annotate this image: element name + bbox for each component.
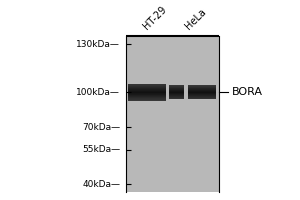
Bar [169, 85, 184, 86]
Bar [169, 95, 184, 96]
Text: 70kDa—: 70kDa— [82, 123, 120, 132]
Bar [188, 94, 216, 95]
Bar [188, 95, 216, 96]
Bar [128, 85, 167, 86]
Bar [169, 94, 184, 95]
Bar [128, 89, 167, 90]
Bar [126, 36, 219, 192]
Text: 55kDa—: 55kDa— [82, 145, 120, 154]
Bar [169, 88, 184, 89]
Bar [128, 90, 167, 91]
Bar [188, 87, 216, 88]
Bar [169, 95, 184, 96]
Bar [188, 86, 216, 87]
Bar [128, 88, 167, 89]
Bar [188, 96, 216, 97]
Text: 40kDa—: 40kDa— [82, 180, 120, 189]
Bar [169, 91, 184, 92]
Bar [128, 96, 167, 97]
Bar [188, 97, 216, 98]
Bar [128, 92, 167, 93]
Bar [169, 98, 184, 99]
Bar [188, 95, 216, 96]
Bar [188, 93, 216, 94]
Bar [188, 98, 216, 99]
Bar [188, 87, 216, 88]
Bar [169, 93, 184, 94]
Text: HT-29: HT-29 [141, 4, 169, 31]
Bar [169, 86, 184, 87]
Bar [128, 94, 167, 95]
Bar [188, 85, 216, 86]
Bar [169, 87, 184, 88]
Bar [188, 97, 216, 98]
Bar [128, 95, 167, 96]
Bar [169, 89, 184, 90]
Bar [128, 87, 167, 88]
Text: 130kDa—: 130kDa— [76, 40, 120, 49]
Bar [188, 86, 216, 87]
Bar [188, 92, 216, 93]
Text: HeLa: HeLa [183, 7, 208, 31]
Bar [128, 99, 167, 100]
Bar [128, 98, 167, 99]
Bar [169, 96, 184, 97]
Bar [128, 94, 167, 95]
Bar [169, 96, 184, 97]
Bar [169, 86, 184, 87]
Bar [169, 90, 184, 91]
Bar [169, 97, 184, 98]
Bar [169, 97, 184, 98]
Bar [188, 91, 216, 92]
Bar [128, 85, 167, 86]
Bar [169, 92, 184, 93]
Text: 100kDa—: 100kDa— [76, 88, 120, 97]
Bar [128, 95, 167, 96]
Bar [128, 97, 167, 98]
Bar [128, 84, 167, 85]
Bar [169, 98, 184, 99]
Bar [128, 86, 167, 87]
Bar [128, 93, 167, 94]
Bar [188, 89, 216, 90]
Bar [128, 90, 167, 91]
Bar [169, 87, 184, 88]
Bar [188, 90, 216, 91]
Bar [128, 100, 167, 101]
Bar [188, 98, 216, 99]
Bar [128, 86, 167, 87]
Bar [128, 99, 167, 100]
Bar [188, 96, 216, 97]
Bar [128, 91, 167, 92]
Bar [188, 85, 216, 86]
Bar [188, 88, 216, 89]
Text: BORA: BORA [232, 87, 263, 97]
Bar [169, 85, 184, 86]
